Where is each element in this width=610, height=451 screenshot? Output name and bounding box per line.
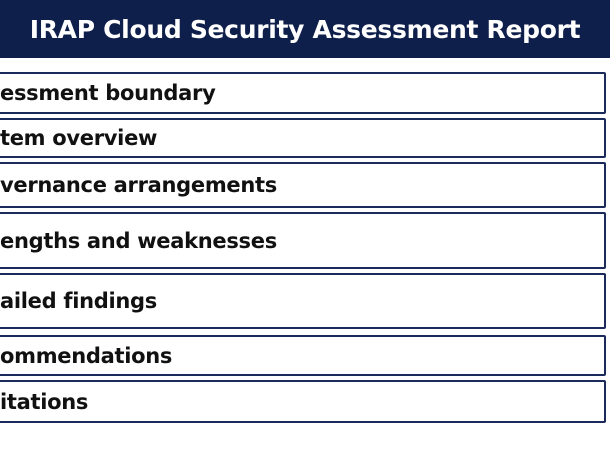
row-label: essment boundary: [0, 81, 216, 105]
row-label: ommendations: [0, 343, 173, 368]
list-row: itations: [0, 380, 606, 423]
title-bar: IRAP Cloud Security Assessment Report: [0, 0, 610, 58]
list-row: essment boundary: [0, 72, 606, 114]
row-label: tem overview: [0, 126, 158, 150]
row-label: engths and weaknesses: [0, 228, 277, 253]
list-row: ailed findings: [0, 273, 606, 329]
list-row: ommendations: [0, 335, 606, 376]
list-row: vernance arrangements: [0, 162, 606, 208]
row-label: ailed findings: [0, 289, 157, 313]
row-label: vernance arrangements: [0, 173, 277, 197]
list-row: engths and weaknesses: [0, 212, 606, 269]
list-row: tem overview: [0, 118, 606, 158]
title: IRAP Cloud Security Assessment Report: [29, 14, 581, 44]
row-label: itations: [0, 389, 89, 414]
